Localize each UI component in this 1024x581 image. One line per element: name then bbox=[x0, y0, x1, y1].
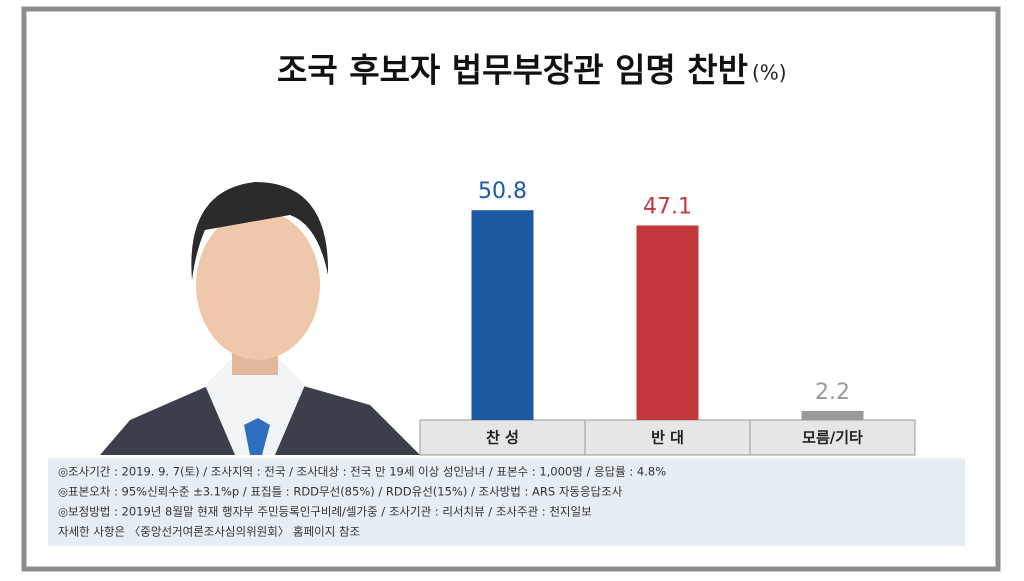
photo-face bbox=[196, 210, 320, 360]
photo bbox=[100, 182, 420, 455]
photo-shirt bbox=[205, 360, 305, 455]
bar bbox=[636, 225, 699, 420]
category-label: 반 대 bbox=[651, 429, 684, 447]
category-label: 모름/기타 bbox=[802, 429, 863, 447]
value-label: 47.1 bbox=[643, 194, 692, 219]
note: ◎표본오차 : 95%신뢰수준 ±3.1%p / 표집틀 : RDD무선(85%… bbox=[58, 485, 623, 499]
value-label: 2.2 bbox=[815, 380, 850, 405]
note: 자세한 사항은 〈중앙선거여론조사심의위원회〉 홈페이지 참조 bbox=[58, 525, 360, 539]
category-label: 찬 성 bbox=[486, 429, 519, 447]
category-row bbox=[419, 419, 916, 456]
bar bbox=[471, 210, 534, 420]
value-label: 50.8 bbox=[478, 179, 527, 204]
unit-label: (%) bbox=[752, 61, 787, 85]
chart-title: 조국 후보자 법무부장관 임명 찬반 bbox=[277, 51, 748, 90]
notes-box bbox=[48, 458, 965, 546]
note: ◎보정방법 : 2019년 8월말 현재 행자부 주민등록인구비례/셀가중 / … bbox=[58, 505, 592, 519]
photo-tie bbox=[244, 418, 270, 455]
bar bbox=[801, 410, 864, 420]
note: ◎조사기간 : 2019. 9. 7(토) / 조사지역 : 전국 / 조사대상… bbox=[58, 465, 666, 479]
photo-hair bbox=[191, 182, 329, 280]
